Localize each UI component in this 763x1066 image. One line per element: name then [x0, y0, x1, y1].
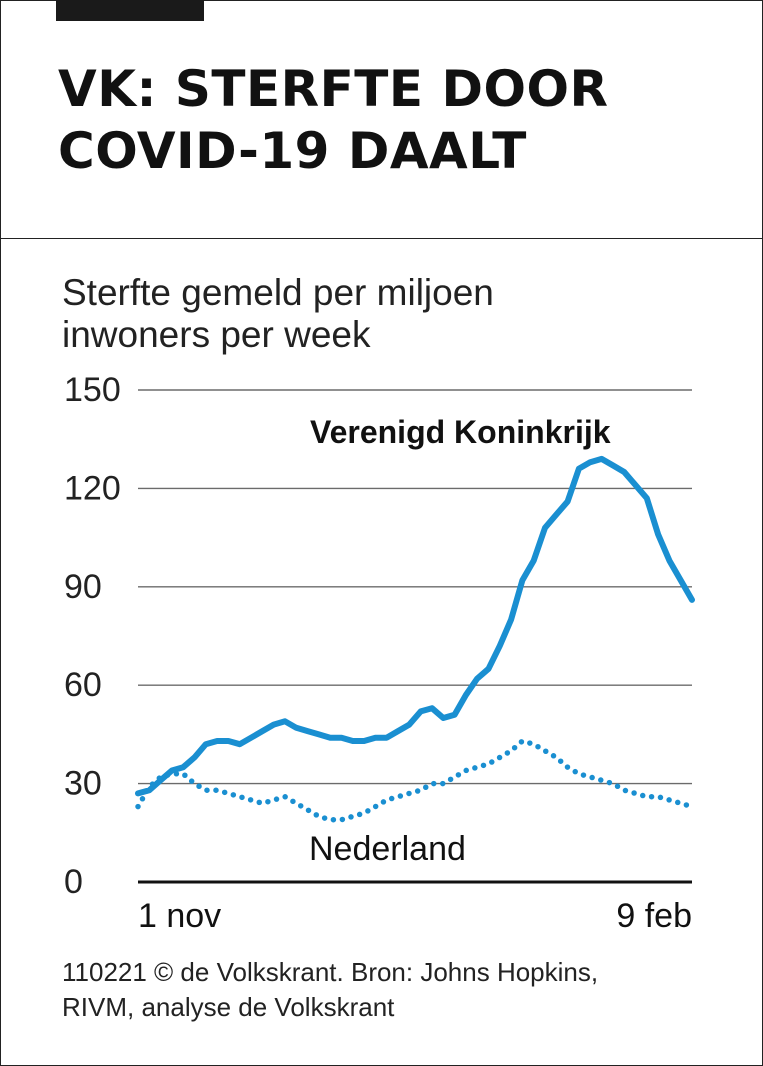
series-lines — [135, 455, 695, 823]
title-line-2: COVID-19 DAALT — [58, 122, 527, 180]
line-chart: 0 30 60 90 120 150 Verenigd Koninkrijk Nederla… — [64, 371, 695, 935]
page-title: VK: STERFTE DOOR COVID-19 DAALT — [58, 58, 738, 182]
title-divider — [0, 238, 763, 239]
x-tick-label-start: 1 nov — [138, 897, 221, 935]
subtitle-line-2: inwoners per week — [62, 314, 371, 355]
source-line-1: 110221 © de Volkskrant. Bron: Johns Hopk… — [62, 957, 599, 987]
chart-subtitle: Sterfte gemeld per miljoen inwoners per w… — [62, 272, 722, 356]
series-label-nederland: Nederland — [309, 830, 466, 868]
x-axis-ticks: 1 nov 9 feb — [138, 897, 692, 935]
y-tick-label: 90 — [64, 568, 102, 606]
source-note: 110221 © de Volkskrant. Bron: Johns Hopk… — [62, 955, 742, 1025]
y-tick-label: 150 — [64, 371, 121, 409]
subtitle-line-1: Sterfte gemeld per miljoen — [62, 272, 494, 313]
x-tick-label-end: 9 feb — [616, 897, 692, 935]
series-line-1 — [135, 738, 695, 823]
series-line-0 — [135, 455, 695, 797]
accent-bar — [56, 0, 204, 21]
series-labels: Verenigd Koninkrijk Nederland — [309, 414, 611, 868]
title-line-1: VK: STERFTE DOOR — [58, 60, 609, 118]
series-label-verenigd-koninkrijk: Verenigd Koninkrijk — [310, 414, 611, 450]
gridlines — [138, 389, 692, 884]
y-tick-label: 60 — [64, 666, 102, 704]
y-tick-label: 30 — [64, 765, 102, 803]
y-axis-ticks: 0 30 60 90 120 150 — [64, 371, 121, 901]
y-tick-label: 120 — [64, 469, 121, 507]
source-line-2: RIVM, analyse de Volkskrant — [62, 992, 395, 1022]
y-tick-label: 0 — [64, 863, 83, 901]
